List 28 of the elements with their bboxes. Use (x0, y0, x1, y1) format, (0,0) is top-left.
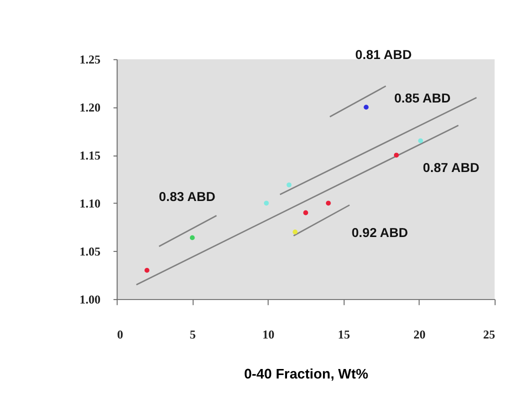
point (190, 235, 195, 240)
annotation: 0.83 ABD (158, 188, 216, 204)
y-tick-label: 1.00 (79, 292, 101, 306)
y-tick-label: 1.15 (79, 148, 101, 162)
point (394, 152, 399, 158)
x-axis-title: 0-40 Fraction, Wt% (244, 365, 368, 382)
point (264, 200, 269, 206)
point (292, 229, 298, 234)
x-tick-label: 10 (262, 327, 274, 342)
annotation: 0.81 ABD (355, 47, 412, 62)
x-tick-label: 0 (117, 327, 124, 342)
y-tick-label: 1.05 (79, 244, 101, 258)
point (303, 210, 308, 216)
x-tick-label: 15 (338, 327, 350, 342)
annotation: 0.85 ABD (394, 90, 451, 106)
y-tick-label: 1.25 (79, 52, 101, 66)
x-tick-label: 20 (414, 327, 426, 342)
annotation: 0.92 ABD (352, 225, 408, 240)
x-tick-label: 25 (483, 327, 496, 342)
y-tick-label: 1.10 (79, 196, 101, 210)
x-tick-label: 5 (190, 327, 196, 342)
point (144, 268, 150, 273)
y-tick-label: 1.20 (79, 100, 101, 114)
point (326, 200, 331, 206)
point (286, 182, 292, 188)
annotation: 0.87 ABD (422, 160, 480, 176)
point (364, 104, 369, 110)
point (418, 138, 424, 144)
